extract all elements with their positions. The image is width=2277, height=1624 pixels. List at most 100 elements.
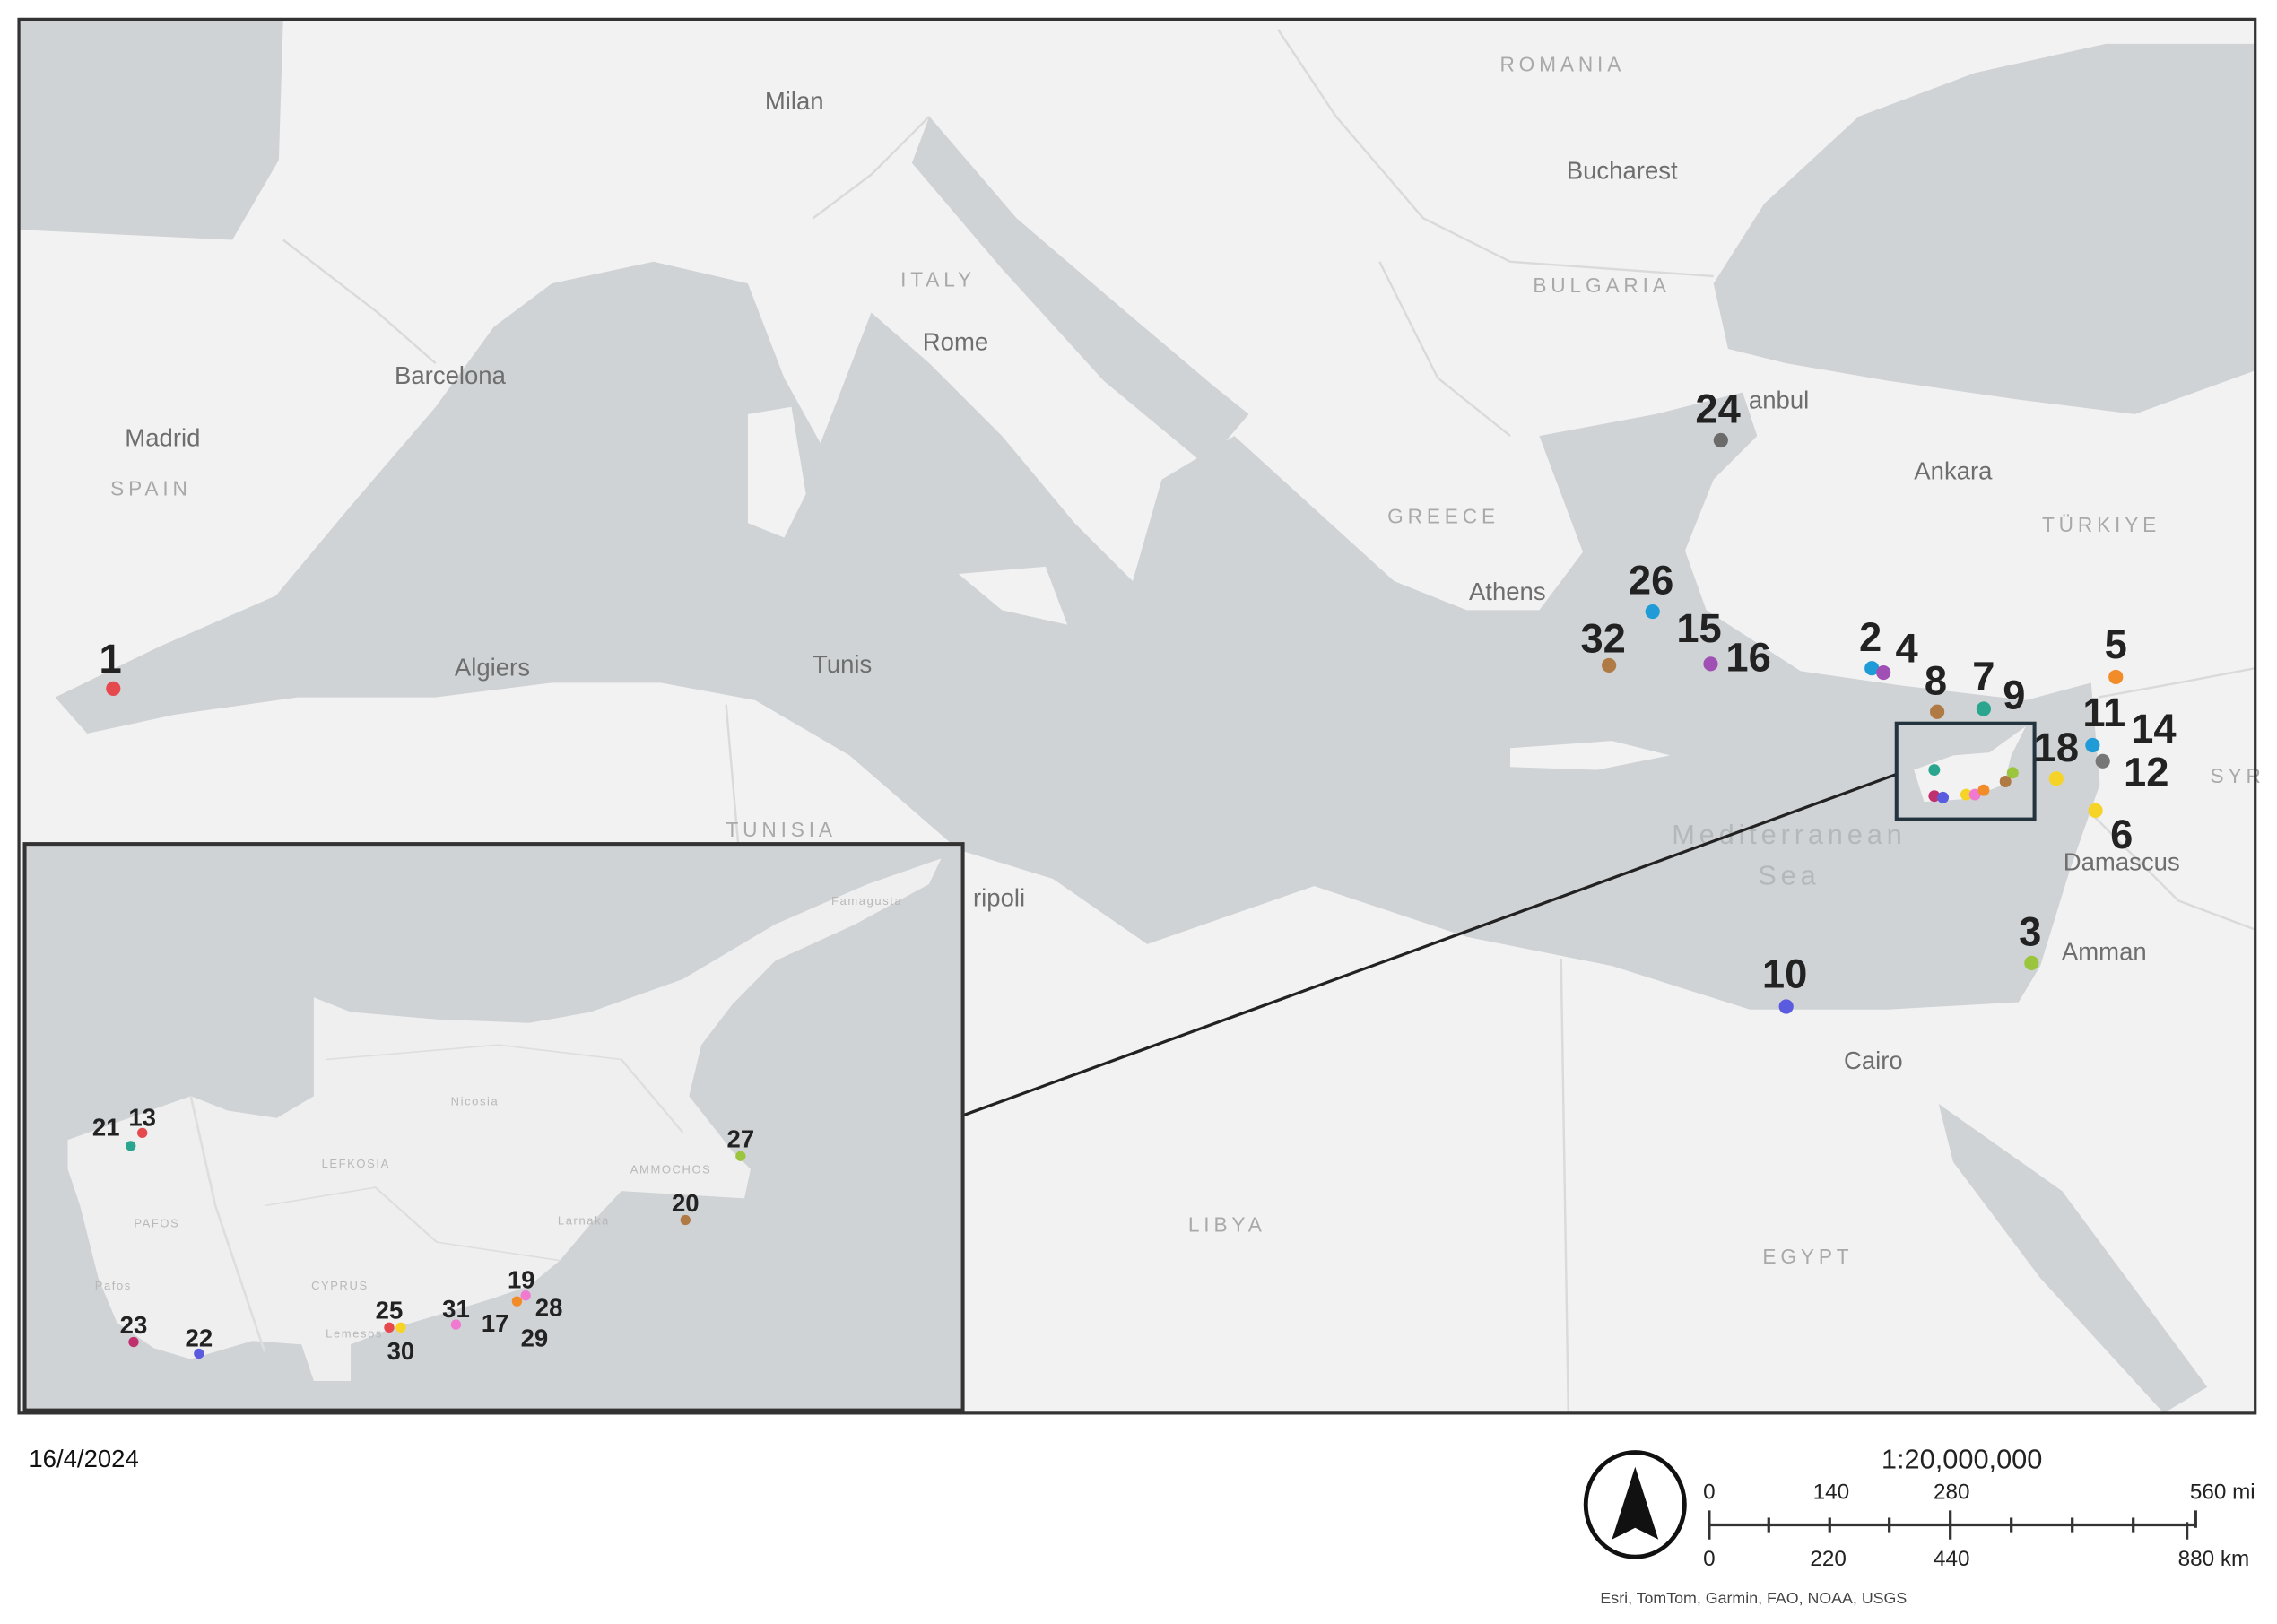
cyprus-island [67,858,942,1382]
inset-place-pafos-district: PAFOS [134,1217,179,1230]
site-label-15: 15 [1676,605,1721,651]
scale-km-1: 220 [1810,1547,1847,1571]
place-sea: Sea [1758,859,1820,890]
map-frame [17,17,2257,1415]
site-label-27: 27 [727,1125,755,1153]
site-marker-8 [1929,704,1945,719]
site-marker-25 [384,1322,395,1333]
site-label-22: 22 [186,1324,213,1351]
site-label-24: 24 [1695,386,1740,432]
site-marker-11 [2085,737,2100,753]
inset-place-famagusta: Famagusta [831,894,902,908]
site-label-6: 6 [2110,812,2133,857]
site-label-7: 7 [1972,653,1995,699]
site-marker-1 [106,681,121,696]
atlantic-ocean [19,19,283,240]
site-marker-10 [1778,999,1794,1014]
site-label-23: 23 [120,1311,148,1339]
place-labels: Milan Rome Barcelona Madrid SPAIN ITALY … [110,53,2265,1268]
site-marker-26 [1645,604,1660,620]
crete [1510,741,1671,770]
site-label-29: 29 [521,1324,549,1351]
site-label-13: 13 [128,1103,156,1131]
site-marker-31 [450,1319,462,1330]
scale-mi-0: 0 [1703,1480,1716,1504]
site-label-30: 30 [387,1337,415,1365]
inset-place-labels: Nicosia LEFKOSIA PAFOS AMMOCHOS Larnaka … [95,894,902,1341]
aegean-islands-sea [1539,392,1758,552]
place-madrid: Madrid [125,423,200,451]
site-label-16: 16 [1725,634,1770,680]
site-marker-27 [735,1151,746,1161]
site-marker-28 [511,1296,523,1307]
site-label-17: 17 [482,1309,509,1337]
place-milan: Milan [765,87,824,115]
site-marker-16 [1703,656,1718,672]
inset-place-cyprus: CYPRUS [311,1279,369,1292]
scale-km-3: 880 km [2178,1547,2250,1571]
site-marker-3 [2024,955,2039,970]
site-label-1: 1 [99,636,121,682]
place-mediterranean: Mediterranean [1672,819,1906,850]
adriatic-sea [911,116,1249,465]
scale-ratio: 1:20,000,000 [1882,1443,2043,1474]
site-marker-19 [520,1290,531,1301]
site-label-9: 9 [2003,673,2025,718]
place-rome: Rome [923,328,988,356]
black-sea [1713,43,2255,414]
place-cairo: Cairo [1844,1046,1903,1074]
place-tripoli: ripoli [973,884,1025,912]
site-marker-18 [2048,771,2064,786]
place-tunisia: TUNISIA [726,818,836,841]
main-map: Milan Rome Barcelona Madrid SPAIN ITALY … [17,17,2265,1415]
inset-place-lefkosia: LEFKOSIA [322,1157,390,1170]
site-marker-32 [1602,657,1617,673]
site-label-12: 12 [2124,749,2168,795]
site-marker-6 [2088,803,2103,818]
site-marker-4 [1876,664,1891,681]
place-algiers: Algiers [455,653,530,681]
inset-locator-box [1894,721,2037,821]
place-damascus: Damascus [2064,847,2180,875]
site-label-32: 32 [1580,615,1625,661]
site-label-2: 2 [1859,614,1882,660]
place-libya: LIBYA [1188,1212,1266,1236]
inset-place-larnaka: Larnaka [558,1213,610,1227]
site-marker-22 [194,1348,204,1359]
site-label-14: 14 [2131,706,2176,751]
site-marker-23 [128,1336,139,1348]
place-istanbul: anbul [1749,386,1809,413]
scale-mi-1: 140 [1813,1480,1850,1504]
site-marker-5 [2108,669,2124,685]
site-label-18: 18 [2034,725,2079,770]
site-label-21: 21 [92,1114,120,1142]
place-barcelona: Barcelona [395,361,507,389]
site-label-8: 8 [1925,657,1947,703]
site-label-5: 5 [2105,621,2127,667]
site-label-26: 26 [1629,558,1673,604]
scale-km-0: 0 [1703,1547,1716,1571]
scale-mi-3: 560 mi [2190,1480,2255,1504]
cyprus-cluster-dots [1928,764,2019,803]
scale-bar [1708,1510,2197,1540]
cyprus-inset: Nicosia LEFKOSIA PAFOS AMMOCHOS Larnaka … [22,842,965,1412]
place-spain: SPAIN [110,477,192,500]
inset-place-lemesos: Lemesos [326,1327,383,1341]
inset-site-markers: 13 17 19 20 21 22 23 25 27 28 29 30 31 [92,1103,754,1365]
inset-frame [22,842,965,1412]
place-tunis: Tunis [813,650,872,678]
place-syria: SYR [2211,764,2265,787]
site-marker-13 [137,1127,148,1139]
site-marker-7 [1976,701,1992,716]
site-label-20: 20 [672,1189,700,1217]
place-turkiye: TÜRKIYE [2042,513,2160,536]
place-egypt: EGYPT [1762,1245,1853,1268]
map-attribution: Esri, TomTom, Garmin, FAO, NOAA, USGS [1600,1589,1907,1607]
red-sea [1938,1103,2208,1413]
site-label-11: 11 [2082,690,2125,735]
site-label-19: 19 [508,1266,535,1294]
place-bulgaria: BULGARIA [1533,274,1670,297]
site-marker-20 [680,1214,691,1226]
north-arrow-icon [1583,1450,1687,1559]
site-marker-12 [2095,753,2110,769]
